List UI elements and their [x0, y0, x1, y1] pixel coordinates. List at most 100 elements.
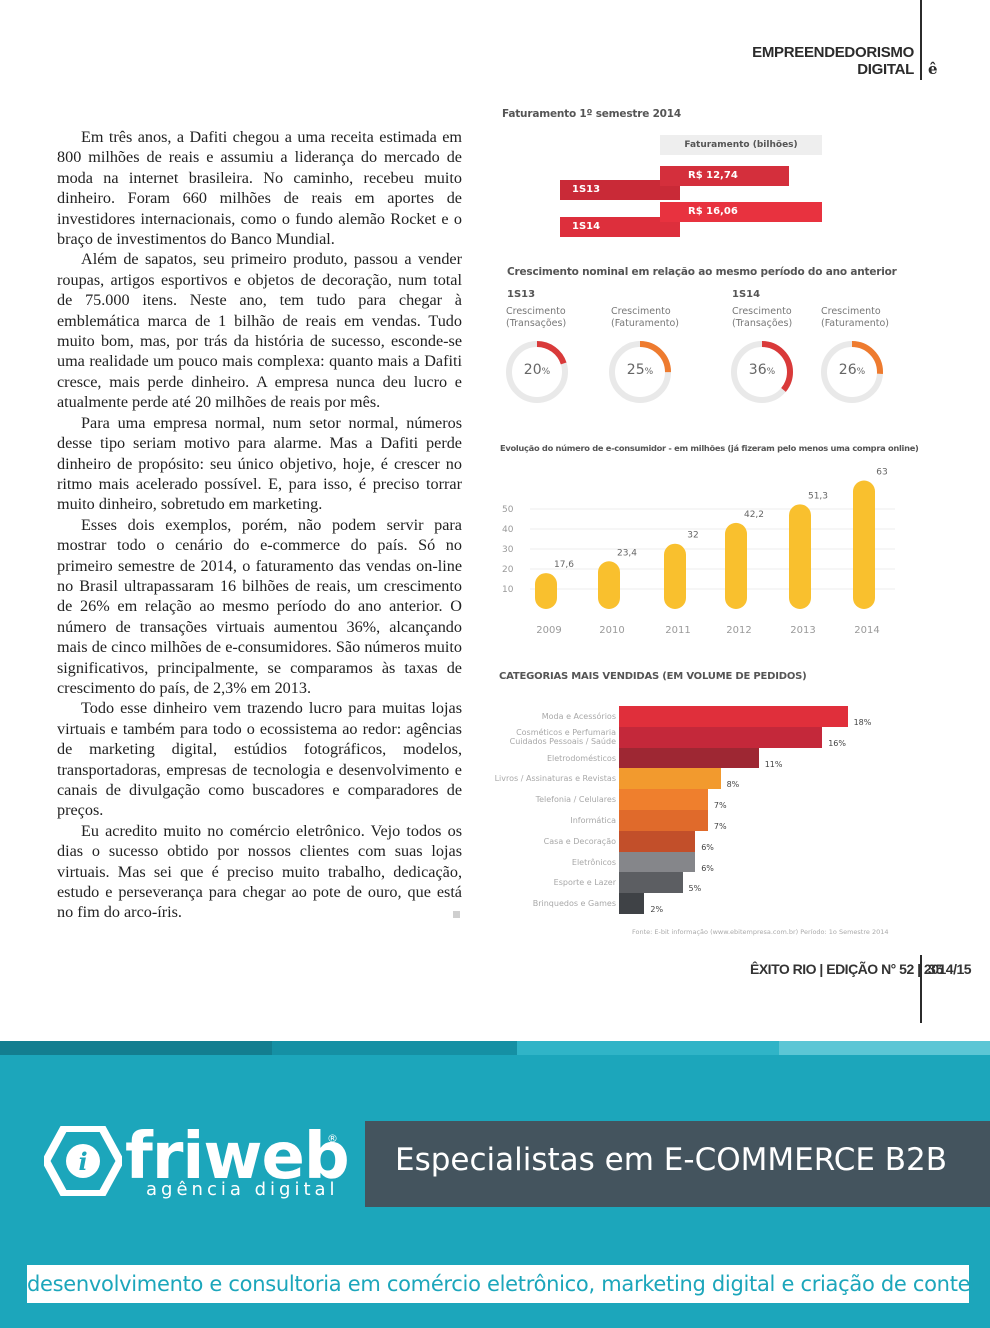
growth-donut — [821, 341, 883, 403]
growth-donut-value: 26% — [820, 362, 884, 378]
revenue-bar-category: 1S13 — [560, 180, 680, 200]
revenue-chart-legend: Faturamento (bilhões) — [660, 135, 822, 155]
category-label-line: Brinquedos e Games — [532, 899, 616, 909]
category-bar — [619, 851, 696, 873]
footer-rule — [920, 955, 922, 1023]
consumers-x-label: 2011 — [665, 625, 690, 636]
growth-item-label: Crescimento (Faturamento) — [821, 306, 889, 330]
consumers-bar — [535, 573, 557, 609]
article-paragraph: Além de sapatos, seu primeiro produto, p… — [57, 250, 462, 412]
growth-donut-number: 36 — [748, 362, 767, 378]
growth-item-label-line: Crescimento — [611, 306, 671, 317]
category-value-label: 2% — [650, 905, 664, 915]
category-bar — [619, 726, 823, 748]
category-label: Esporte e Lazer — [554, 878, 616, 887]
registered-mark: ® — [327, 1132, 338, 1145]
growth-item-label-line: (Transações) — [506, 318, 567, 329]
consumers-y-tick: 20 — [502, 565, 514, 575]
growth-item-label-line: (Transações) — [732, 318, 793, 329]
category-label-line: Eletrônicos — [571, 857, 616, 867]
consumers-y-tick: 10 — [502, 585, 514, 595]
consumers-value-label: 32 — [687, 531, 698, 541]
growth-donut-unit: % — [541, 367, 551, 377]
growth-item-label-line: Crescimento — [506, 306, 566, 317]
category-label: Telefonia / Celulares — [536, 795, 616, 804]
category-bar — [619, 768, 721, 790]
category-value-label: 6% — [701, 842, 714, 852]
consumers-bar — [598, 561, 620, 609]
consumers-y-tick: 40 — [502, 525, 514, 535]
growth-donut-unit: % — [766, 367, 776, 377]
category-value-label: 7% — [713, 822, 727, 831]
ad-banner[interactable]: i friweb ® agência digital Especialistas… — [0, 1041, 990, 1328]
consumers-x-label: 2012 — [726, 625, 751, 636]
article-paragraph: Em três anos, a Dafiti chegou a uma rece… — [57, 128, 462, 249]
category-value-label: 11% — [764, 759, 783, 769]
growth-donut — [609, 341, 671, 403]
consumers-x-label: 2014 — [854, 625, 879, 636]
revenue-bar-category: 1S14 — [560, 217, 680, 237]
consumers-bar — [664, 543, 686, 609]
growth-donut-unit: % — [644, 367, 654, 377]
donut-arc — [731, 341, 793, 403]
category-label: Eletrodomésticos — [547, 754, 616, 763]
consumers-bar — [725, 522, 747, 609]
ad-headline-box — [365, 1121, 990, 1207]
section-title: EMPREENDEDORISMO DIGITAL — [752, 44, 914, 78]
growth-item-label-line: Crescimento — [732, 306, 792, 317]
growth-donut-unit: % — [856, 367, 866, 377]
revenue-bar-value: R$ 12,74 — [660, 166, 789, 186]
category-value-label: 7% — [713, 801, 727, 811]
growth-item-label-line: (Faturamento) — [611, 318, 679, 329]
growth-group-label: 1S14 — [732, 289, 761, 300]
friweb-logo-icon: i — [44, 1126, 122, 1196]
growth-item-label-line: (Faturamento) — [821, 318, 889, 329]
category-bar — [619, 789, 708, 810]
growth-donut-value: 20% — [505, 362, 569, 378]
growth-donut-number: 26 — [838, 362, 857, 378]
revenue-chart-title: Faturamento 1º semestre 2014 — [502, 108, 681, 120]
brand-name: friweb — [125, 1120, 350, 1194]
consumers-x-label: 2009 — [536, 625, 561, 636]
article-body: Em três anos, a Dafiti chegou a uma rece… — [57, 127, 462, 923]
category-label-line: Cuidados Pessoais / Saúde — [509, 736, 616, 746]
category-label: Brinquedos e Games — [533, 899, 616, 908]
page-number: 35 — [928, 961, 944, 977]
category-label-line: Telefonia / Celulares — [535, 795, 616, 805]
consumers-x-label: 2013 — [790, 625, 815, 636]
consumers-value-label: 17,6 — [554, 560, 574, 570]
category-value-label: 16% — [828, 738, 846, 748]
consumers-chart-title: Evolução do número de e-consumidor - em … — [500, 443, 919, 453]
category-label-line: Informática — [570, 816, 616, 825]
consumers-value-label: 42,2 — [744, 510, 764, 520]
donut-arc — [821, 341, 883, 403]
category-bar — [619, 747, 759, 769]
ad-headline: Especialistas em E-COMMERCE B2B — [395, 1142, 948, 1178]
category-bar — [619, 830, 696, 852]
category-label-line: Esporte e Lazer — [553, 878, 616, 888]
category-bar — [619, 706, 848, 727]
category-value-label: 18% — [853, 718, 872, 727]
consumers-bar — [853, 480, 875, 609]
section-title-line1: EMPREENDEDORISMO — [752, 44, 914, 61]
growth-donut-number: 25 — [626, 362, 645, 378]
category-label: Eletrônicos — [572, 858, 616, 867]
ad-tagline: desenvolvimento e consultoria em comérci… — [27, 1265, 990, 1303]
article-paragraph: Para uma empresa normal, num setor norma… — [57, 413, 462, 514]
category-label: Informática — [570, 816, 616, 825]
growth-donut-value: 36% — [730, 362, 794, 378]
category-bar — [619, 810, 708, 831]
growth-chart-title: Crescimento nominal em relação ao mesmo … — [507, 266, 897, 278]
consumers-chart: 10 20 30 40 50 17,6 2009 23,4 2010 32 2011 42,2 2012… — [502, 467, 895, 636]
header-rule — [920, 0, 922, 80]
categories-chart-title: CATEGORIAS MAIS VENDIDAS (EM VOLUME DE P… — [499, 671, 807, 682]
category-label-line: Livros / Assinaturas e Revistas — [494, 774, 616, 784]
growth-item-label: Crescimento (Transações) — [732, 306, 792, 330]
svg-text:i: i — [78, 1147, 87, 1176]
growth-item-label-line: Crescimento — [821, 306, 881, 317]
growth-donut-value: 25% — [608, 362, 672, 378]
growth-donut — [506, 341, 568, 403]
consumers-value-label: 23,4 — [617, 548, 637, 558]
ad-stripe — [517, 1041, 779, 1055]
category-label: Livros / Assinaturas e Revistas — [495, 774, 616, 783]
